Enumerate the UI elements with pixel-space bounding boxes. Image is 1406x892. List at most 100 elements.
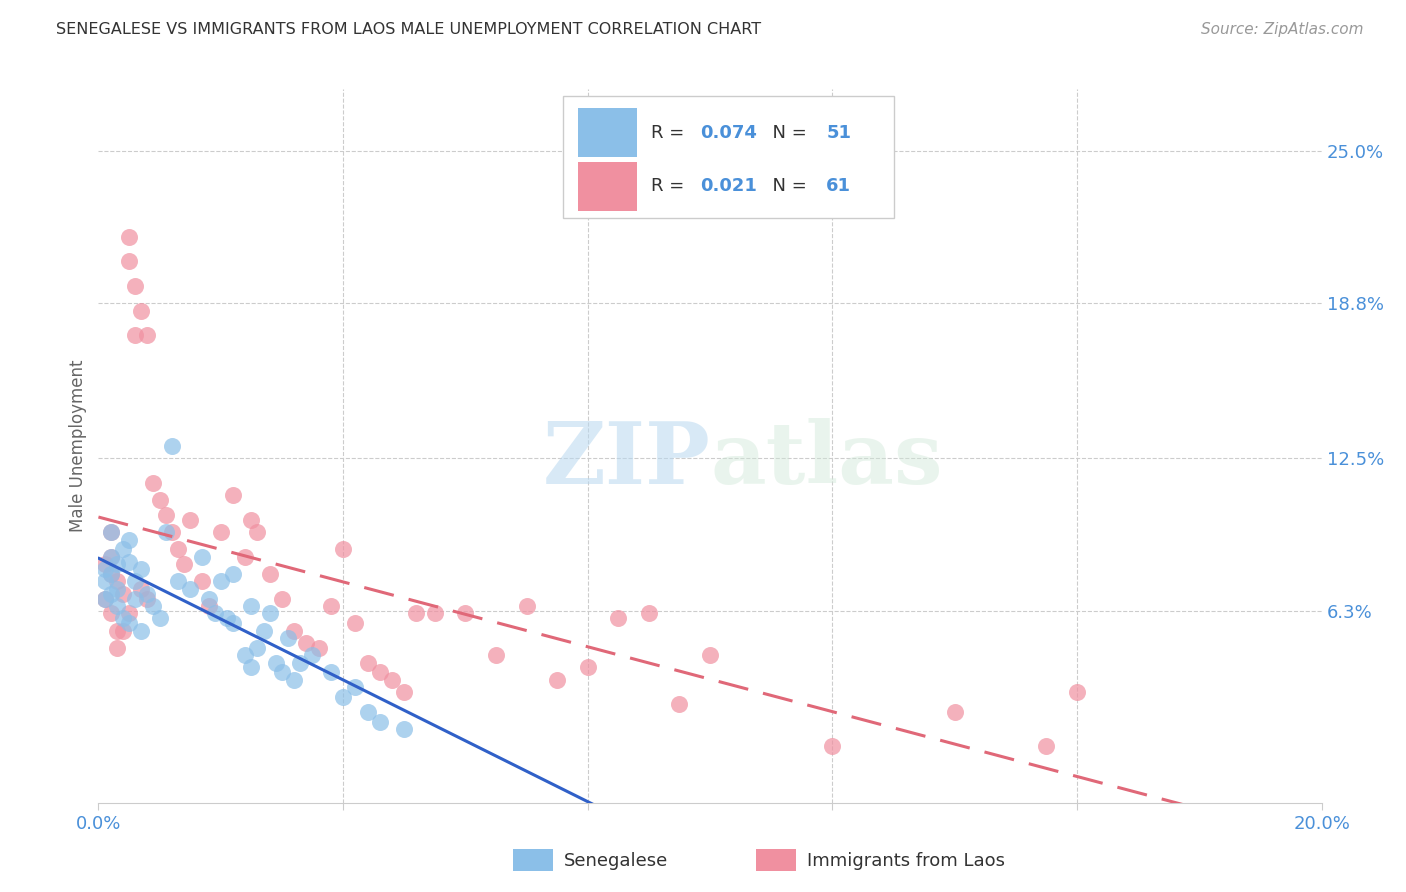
Point [308,640,330,655]
Point [576,660,599,674]
FancyBboxPatch shape [578,109,637,157]
Point [381,673,404,687]
Point [368,665,391,680]
Point [124,574,146,589]
Point [118,616,141,631]
Point [290,656,312,670]
Point [111,624,134,638]
Point [222,566,245,581]
Y-axis label: Male Unemployment: Male Unemployment [69,359,87,533]
Point [392,722,416,736]
Point [93,562,115,576]
Point [173,557,195,571]
Point [356,705,378,719]
FancyBboxPatch shape [578,162,637,211]
Point [118,533,141,547]
Point [118,254,141,268]
Point [259,566,281,581]
Point [1035,739,1057,754]
Point [105,574,128,589]
Point [246,525,269,540]
Point [197,599,219,613]
Point [356,656,378,670]
Point [668,698,690,712]
Point [167,574,190,589]
Point [111,542,134,557]
Point [93,574,115,589]
Point [111,587,134,601]
Point [295,636,318,650]
Point [252,624,274,638]
Point [270,591,292,606]
Point [142,475,165,490]
FancyBboxPatch shape [564,96,894,218]
Point [100,549,122,564]
Point [637,607,661,621]
Text: Senegalese: Senegalese [564,852,668,870]
Point [319,665,342,680]
Text: atlas: atlas [710,418,942,502]
Text: 61: 61 [827,178,851,195]
Point [246,640,269,655]
Point [155,508,177,522]
Text: 51: 51 [827,124,851,142]
Point [283,624,305,638]
Point [93,591,115,606]
Point [160,439,183,453]
Point [100,587,122,601]
Point [100,566,122,581]
Point [149,611,172,625]
Point [136,328,159,343]
Point [155,525,177,540]
Text: Source: ZipAtlas.com: Source: ZipAtlas.com [1201,22,1364,37]
Point [516,599,538,613]
Point [197,591,219,606]
Point [699,648,721,662]
Point [332,690,354,704]
Point [191,549,214,564]
Point [943,705,966,719]
Text: SENEGALESE VS IMMIGRANTS FROM LAOS MALE UNEMPLOYMENT CORRELATION CHART: SENEGALESE VS IMMIGRANTS FROM LAOS MALE … [56,22,762,37]
Point [319,599,342,613]
Point [118,607,141,621]
Point [100,525,122,540]
Point [129,303,152,318]
Point [209,574,232,589]
Text: 0.021: 0.021 [700,178,756,195]
Text: R =: R = [651,124,690,142]
Point [179,582,201,596]
Point [240,513,263,527]
Point [607,611,630,625]
Text: Immigrants from Laos: Immigrants from Laos [807,852,1005,870]
Point [191,574,214,589]
Point [100,525,122,540]
Point [222,488,245,502]
Point [233,549,256,564]
Point [111,611,134,625]
Point [105,557,128,571]
Point [240,599,263,613]
Point [105,599,128,613]
Point [821,739,844,754]
Point [179,513,201,527]
Point [124,279,146,293]
Text: 0.074: 0.074 [700,124,756,142]
Point [215,611,238,625]
Point [1066,685,1088,699]
Text: ZIP: ZIP [543,418,710,502]
Point [118,230,141,244]
Point [546,673,568,687]
Point [209,525,232,540]
Point [283,673,305,687]
Point [344,680,367,694]
Point [136,587,159,601]
Point [233,648,256,662]
Point [277,631,299,645]
Point [332,542,354,557]
Point [160,525,183,540]
Point [124,328,146,343]
Point [100,566,122,581]
Point [368,714,391,729]
Point [93,591,115,606]
Point [136,591,159,606]
